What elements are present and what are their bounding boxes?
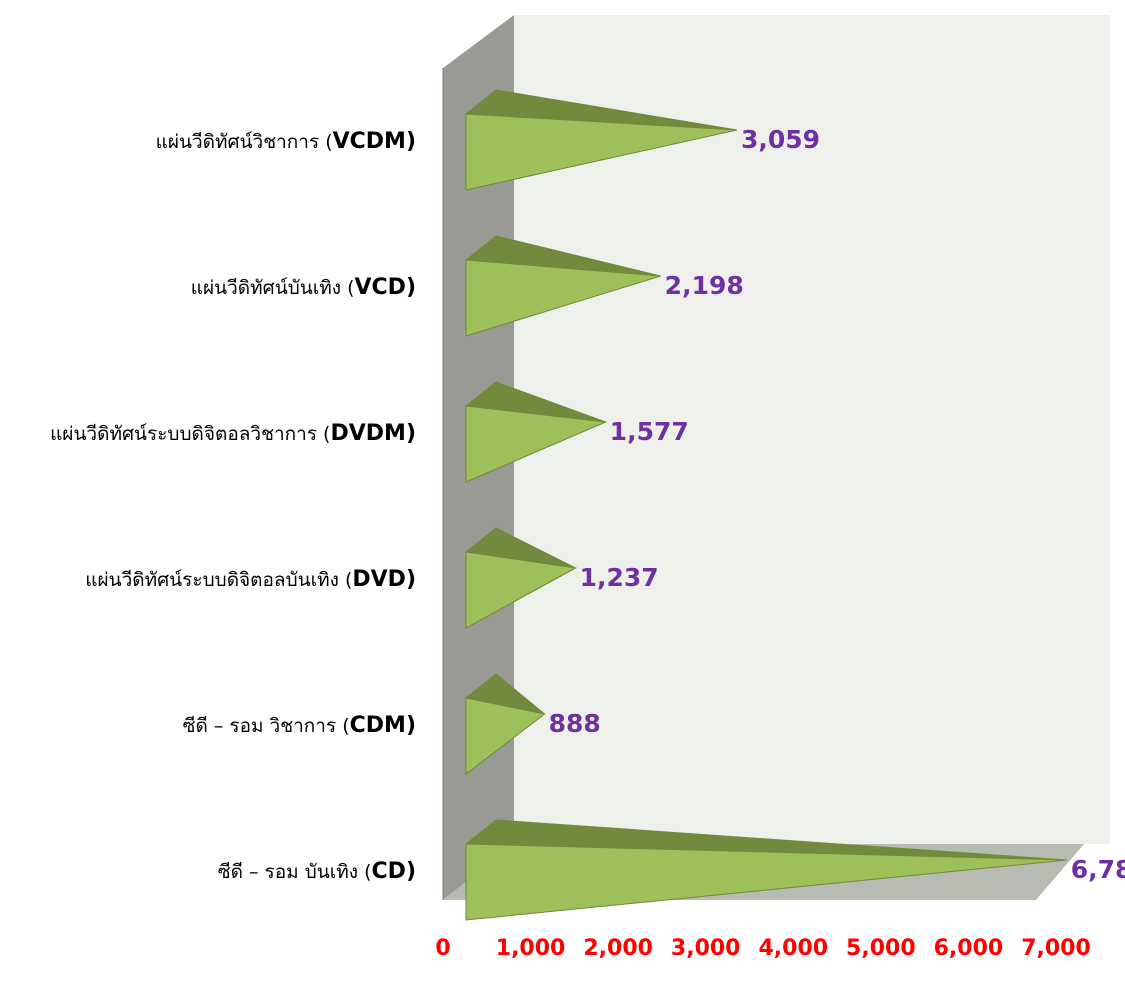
category-label: แผ่นวีดิทัศน์วิชาการ (VCDM) — [156, 129, 416, 154]
bar-front-face — [465, 113, 738, 191]
category-labels: แผ่นวีดิทัศน์วิชาการ (VCDM) แผ่นวีดิทัศน์… — [50, 129, 416, 884]
x-tick-label: 1,000 — [496, 936, 566, 961]
bar-1 — [464, 89, 738, 191]
x-tick-label: 2,000 — [583, 936, 653, 961]
bar-front-face — [465, 697, 546, 776]
data-label: 1,237 — [580, 563, 659, 592]
bar-front-face — [465, 843, 1067, 921]
category-label: ซีดี – รอม วิชาการ (CDM) — [183, 713, 416, 738]
bar-front-face — [465, 551, 578, 629]
data-label: 888 — [549, 709, 601, 738]
data-labels: 3,059 2,198 1,577 1,237 888 6,783 — [549, 125, 1125, 884]
x-tick-label: 4,000 — [758, 936, 828, 961]
category-label: แผ่นวีดิทัศน์บันเทิง (VCD) — [191, 275, 416, 300]
x-tick-label: 3,000 — [671, 936, 741, 961]
x-tick-label: 7,000 — [1021, 936, 1091, 961]
category-label: แผ่นวีดิทัศน์ระบบดิจิตอลบันเทิง (DVD) — [85, 567, 416, 592]
back-wall — [514, 15, 1110, 844]
x-tick-label: 0 — [435, 936, 450, 961]
bar-4 — [464, 527, 578, 629]
bar-6 — [464, 819, 1067, 921]
x-tick-label: 5,000 — [846, 936, 916, 961]
data-label: 1,577 — [610, 417, 689, 446]
bar-5 — [464, 673, 546, 776]
x-axis-tick-labels: 0 1,000 2,000 3,000 4,000 5,000 6,000 7,000 — [435, 936, 1090, 961]
bar-front-face — [465, 405, 608, 483]
data-label: 3,059 — [741, 125, 820, 154]
category-label: ซีดี – รอม บันเทิง (CD) — [218, 859, 416, 884]
bar-3 — [464, 381, 608, 483]
x-tick-label: 6,000 — [934, 936, 1004, 961]
data-label: 6,783 — [1071, 855, 1125, 884]
data-label: 2,198 — [665, 271, 744, 300]
category-label: แผ่นวีดิทัศน์ระบบดิจิตอลวิชาการ (DVDM) — [50, 421, 416, 446]
bar-2 — [464, 235, 661, 337]
chart-bars — [464, 89, 1067, 921]
bar-front-face — [465, 259, 661, 337]
